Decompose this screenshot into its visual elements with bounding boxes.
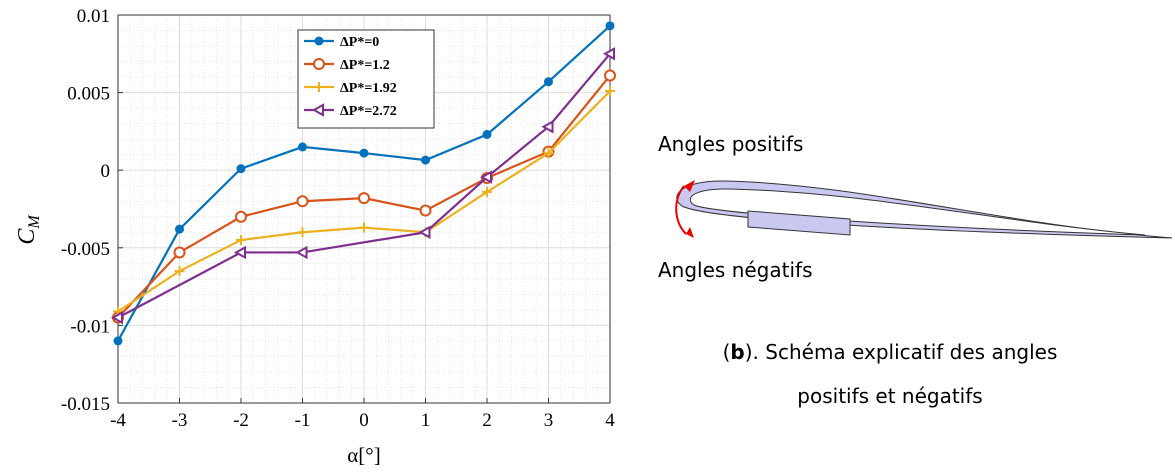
x-tick-label: 1 [421, 410, 431, 431]
caption-line2: positifs et négatifs [797, 384, 982, 408]
point [605, 86, 615, 97]
point [297, 227, 308, 238]
airfoil-diagram: Angles positifs Angles négatifs (b). Sch… [658, 132, 1173, 408]
point [482, 130, 492, 140]
x-tick-label: -1 [295, 410, 311, 431]
plot-frame [117, 14, 611, 404]
point [359, 222, 369, 233]
x-tick-label: -2 [233, 410, 249, 431]
x-tick-label: -4 [110, 410, 126, 431]
plot: -0.015 -0.01 -0.005 0 0.005 0.01 -4 -3 -2 -1 0 1 2 3 4… [61, 6, 616, 431]
y-tick-label: 0.005 [67, 84, 110, 105]
point [604, 69, 616, 82]
point [419, 204, 432, 217]
legend-label: ΔP*=1.92 [340, 81, 397, 96]
point [602, 47, 615, 61]
point [544, 77, 553, 87]
arrow-head [686, 227, 694, 238]
arrow-head [684, 180, 695, 192]
y-tick-label: -0.01 [70, 316, 110, 337]
x-tick-label: -3 [172, 410, 188, 431]
point [482, 186, 492, 197]
point [233, 245, 246, 260]
caption-rest: ). Schéma explicatif des angles [745, 340, 1058, 364]
airfoil-insert [747, 210, 851, 236]
y-axis-label-main: C [14, 228, 40, 245]
y-tick-label: 0 [101, 161, 111, 182]
y-axis-label: CM [14, 214, 43, 245]
x-tick-label: 4 [605, 410, 615, 431]
legend: ΔP*=0 ΔP*=1.2 ΔP*=1.92 ΔP*=2.72 [297, 29, 435, 129]
point [298, 142, 307, 152]
point [295, 245, 308, 260]
point [543, 148, 554, 159]
airfoil-inner [689, 188, 1146, 236]
point [605, 21, 615, 31]
point [359, 148, 369, 158]
y-tick-label: -0.015 [61, 394, 110, 415]
caption-open: ( [723, 340, 731, 364]
legend-label: ΔP*=0 [340, 35, 379, 50]
y-axis-label-sub: M [26, 214, 43, 230]
point [421, 155, 430, 165]
point [314, 36, 324, 46]
point [313, 58, 325, 70]
x-tick-label: 3 [544, 410, 554, 431]
caption-bold: b [730, 340, 744, 364]
point [296, 195, 309, 208]
point [418, 225, 431, 239]
point [236, 235, 246, 246]
x-tick-label: 0 [359, 410, 369, 431]
point [174, 266, 185, 277]
point [541, 120, 554, 134]
legend-label: ΔP*=1.2 [340, 58, 390, 73]
point [173, 246, 186, 259]
point [110, 310, 123, 325]
point [311, 103, 324, 117]
point [235, 210, 247, 223]
point [113, 336, 123, 346]
point [175, 224, 184, 234]
point [236, 164, 246, 174]
caption: (b). Schéma explicatif des angles [723, 340, 1058, 364]
label-positive: Angles positifs [658, 132, 803, 156]
y-tick-label: -0.005 [61, 239, 110, 260]
point [314, 82, 324, 92]
point [358, 192, 370, 205]
label-negative: Angles négatifs [658, 258, 812, 282]
angle-arrow [675, 185, 687, 235]
x-tick-label: 2 [482, 410, 492, 431]
y-tick-label: 0.01 [77, 6, 110, 27]
point [479, 170, 492, 184]
x-axis-label: α[°] [347, 443, 380, 467]
legend-label: ΔP*=2.72 [340, 104, 397, 119]
